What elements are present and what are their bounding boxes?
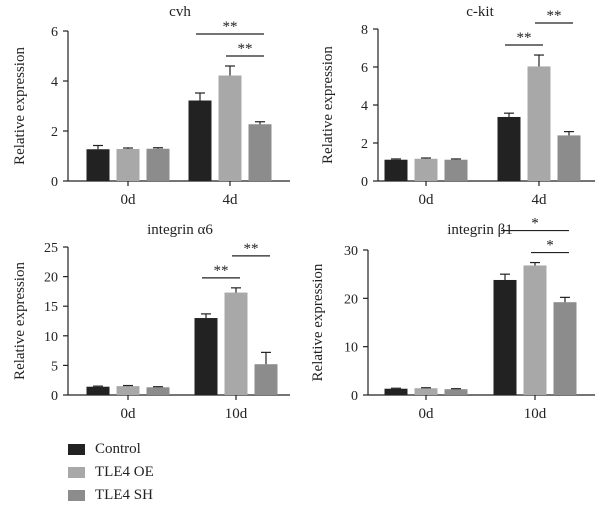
y-tick-label: 20 <box>44 271 58 286</box>
chart-panel-1: cvh Relative expression 0 2 4 6 0d 4d **** <box>12 4 290 208</box>
bar-tle4-sh-0d <box>146 387 170 395</box>
y-tick-label: 0 <box>51 175 58 190</box>
significance-label: ** <box>223 19 238 35</box>
chart-panel-3: integrin α6 Relative expression 0 5 10 15 20 25… <box>12 222 290 422</box>
legend-label: Control <box>95 440 141 457</box>
bar-tle4-sh-4d <box>248 124 272 181</box>
y-tick-label: 6 <box>361 61 368 76</box>
bar-tle4-sh-0d <box>444 389 468 395</box>
x-tick-label: 0d <box>121 192 137 208</box>
significance-label: * <box>531 216 539 232</box>
bar-control-0d <box>86 149 110 181</box>
x-tick-label: 10d <box>225 406 248 422</box>
legend: Control TLE4 OE TLE4 SH <box>68 438 154 507</box>
bar-control-10d <box>493 279 517 395</box>
bar-tle4-sh-0d <box>146 148 170 181</box>
legend-item: TLE4 SH <box>68 484 154 506</box>
y-tick-label: 8 <box>361 23 368 38</box>
legend-item: TLE4 OE <box>68 461 154 483</box>
bar-tle4-sh-10d <box>553 302 577 395</box>
y-axis-label: Relative expression <box>12 262 28 380</box>
significance-label: ** <box>547 8 562 24</box>
x-tick-label: 0d <box>419 192 435 208</box>
significance-label: * <box>546 238 554 254</box>
chart-title: cvh <box>169 4 191 20</box>
y-tick-label: 25 <box>44 241 58 256</box>
bar-tle4-sh-10d <box>254 364 278 395</box>
legend-label: TLE4 OE <box>95 463 154 480</box>
y-tick-label: 0 <box>361 175 368 190</box>
y-axis-label: Relative expression <box>310 263 326 381</box>
x-tick-label: 10d <box>524 406 547 422</box>
y-tick-label: 4 <box>361 99 368 114</box>
bar-control-0d <box>384 159 408 181</box>
chart-title: c-kit <box>466 4 494 20</box>
legend-swatch <box>68 443 85 455</box>
legend-swatch <box>68 466 85 478</box>
bar-control-10d <box>194 318 218 395</box>
bar-tle4-sh-4d <box>557 135 581 181</box>
y-tick-label: 2 <box>51 125 58 140</box>
bar-control-0d <box>86 386 110 395</box>
bar-tle4-oe-10d <box>224 292 248 395</box>
y-tick-label: 2 <box>361 137 368 152</box>
y-axis-label: Relative expression <box>12 47 28 165</box>
bar-tle4-oe-4d <box>527 66 551 181</box>
bar-tle4-oe-10d <box>523 265 547 395</box>
x-tick-label: 4d <box>223 192 239 208</box>
chart-title: integrin α6 <box>147 222 213 238</box>
bar-tle4-sh-0d <box>444 159 468 181</box>
bar-tle4-oe-0d <box>116 386 140 395</box>
legend-label: TLE4 SH <box>95 486 153 503</box>
significance-label: ** <box>517 30 532 46</box>
y-tick-label: 15 <box>44 300 58 315</box>
bar-control-0d <box>384 388 408 395</box>
y-tick-label: 30 <box>344 244 358 259</box>
bar-control-4d <box>497 116 521 181</box>
y-tick-label: 6 <box>51 25 58 40</box>
y-tick-label: 0 <box>51 389 58 404</box>
x-tick-label: 0d <box>419 406 435 422</box>
significance-label: ** <box>244 241 259 257</box>
y-tick-label: 5 <box>51 359 58 374</box>
x-tick-label: 0d <box>121 406 137 422</box>
chart-title: integrin β1 <box>447 222 513 238</box>
significance-label: ** <box>238 41 253 57</box>
y-tick-label: 10 <box>344 341 358 356</box>
y-axis-label: Relative expression <box>320 46 336 164</box>
bar-tle4-oe-0d <box>414 388 438 395</box>
bar-tle4-oe-4d <box>218 75 242 181</box>
bar-tle4-oe-0d <box>116 149 140 181</box>
y-tick-label: 0 <box>351 389 358 404</box>
chart-panel-2: c-kit Relative expression 0 2 4 6 8 0d 4d ** ** <box>320 4 595 208</box>
y-tick-label: 20 <box>344 292 358 307</box>
legend-swatch <box>68 489 85 501</box>
chart-panel-4: integrin β1 Relative expression 0 10 20 30 0d 1… <box>310 216 595 422</box>
y-tick-label: 10 <box>44 330 58 345</box>
x-tick-label: 4d <box>532 192 548 208</box>
bar-tle4-oe-0d <box>414 158 438 181</box>
legend-item: Control <box>68 438 154 460</box>
significance-label: ** <box>214 263 229 279</box>
y-tick-label: 4 <box>51 75 58 90</box>
bar-control-4d <box>188 100 212 181</box>
